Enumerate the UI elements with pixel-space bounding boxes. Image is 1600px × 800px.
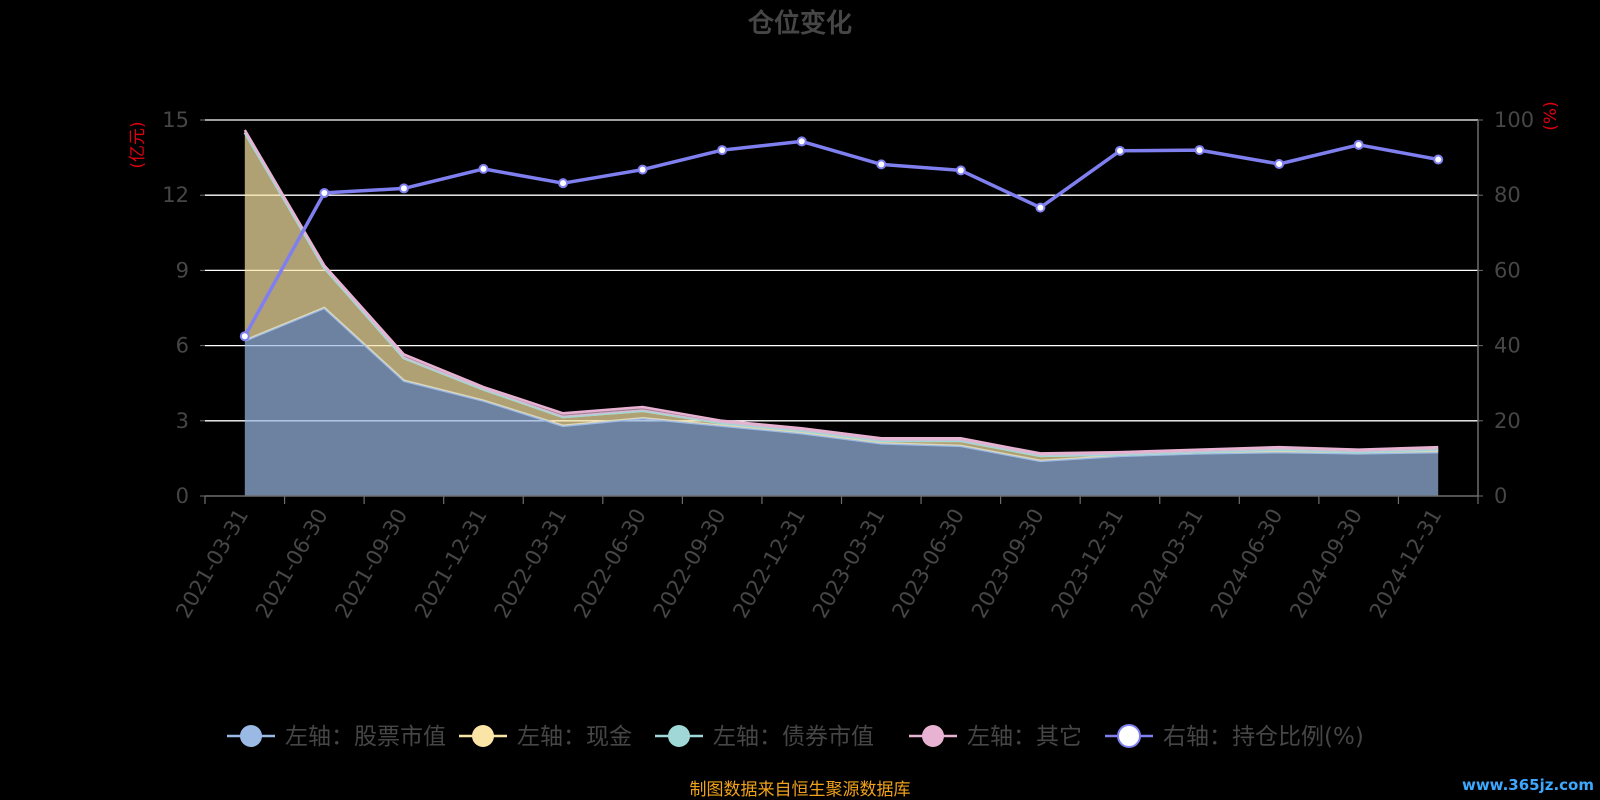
x-tick-label: 2024-06-30 — [1206, 505, 1288, 623]
left-tick-label: 0 — [176, 484, 189, 508]
x-tick-label: 2022-09-30 — [649, 505, 731, 623]
x-tick-label: 2023-06-30 — [887, 505, 969, 623]
ratio-point — [398, 183, 409, 194]
x-tick-label: 2024-03-31 — [1126, 505, 1208, 623]
right-tick-label: 60 — [1494, 258, 1521, 282]
right-tick-label: 80 — [1494, 183, 1521, 207]
legend-label: 左轴：股票市值 — [285, 724, 446, 750]
ratio-point — [319, 187, 330, 198]
x-tick-label: 2021-06-30 — [251, 505, 333, 623]
ratio-point — [955, 165, 966, 176]
x-tick-label: 2022-03-31 — [490, 505, 572, 623]
x-tick-label: 2023-12-31 — [1046, 505, 1128, 623]
ratio-point — [876, 159, 887, 170]
watermark: www.365jz.com — [1462, 776, 1594, 794]
area-左轴：股票市值 — [244, 308, 1439, 496]
left-tick-label: 3 — [176, 409, 189, 433]
x-tick-label: 2024-09-30 — [1285, 505, 1367, 623]
x-tick-label: 2022-12-31 — [728, 505, 810, 623]
ratio-point — [1114, 145, 1125, 156]
legend-marker — [1117, 724, 1141, 748]
legend-item: 左轴：债券市值 — [655, 724, 874, 750]
ratio-point — [637, 164, 648, 175]
legend-label: 右轴：持仓比例(%) — [1163, 724, 1364, 750]
ratio-point — [239, 331, 250, 342]
x-tick-label: 2022-06-30 — [569, 505, 651, 623]
ratio-point — [796, 136, 807, 147]
x-tick-label: 2021-03-31 — [171, 505, 253, 623]
legend-item: 左轴：现金 — [459, 724, 632, 750]
legend-marker — [240, 725, 262, 747]
grid-lines — [205, 119, 1478, 422]
left-tick-label: 12 — [162, 183, 189, 207]
legend-label: 左轴：债券市值 — [713, 724, 874, 750]
legend-marker — [472, 725, 494, 747]
right-axis-unit: (%) — [1541, 101, 1561, 130]
legend-label: 左轴：现金 — [517, 724, 632, 750]
right-tick-label: 40 — [1494, 334, 1521, 358]
x-tick-label: 2021-12-31 — [410, 505, 492, 623]
area-edge-左轴：其它 — [243, 129, 1439, 455]
right-tick-label: 0 — [1494, 484, 1507, 508]
left-axis-unit: (亿元) — [128, 121, 148, 168]
ratio-point — [717, 145, 728, 156]
x-tick-label: 2021-09-30 — [330, 505, 412, 623]
ratio-point — [1433, 154, 1444, 165]
left-tick-label: 6 — [176, 334, 189, 358]
ratio-point — [478, 163, 489, 174]
ratio-point — [1353, 139, 1364, 150]
legend-label: 左轴：其它 — [967, 724, 1082, 750]
ratio-point — [1274, 158, 1285, 169]
ratio-point — [1035, 202, 1046, 213]
legend: 左轴：股票市值 左轴：现金 左轴：债券市值 左轴：其它 右轴：持仓比例(%) — [227, 724, 1364, 750]
ratio-point — [1194, 145, 1205, 156]
legend-marker — [922, 725, 944, 747]
x-tick-label: 2023-09-30 — [967, 505, 1049, 623]
right-tick-label: 20 — [1494, 409, 1521, 433]
legend-item: 左轴：股票市值 — [227, 724, 446, 750]
area-series — [243, 129, 1439, 496]
left-tick-label: 9 — [176, 258, 189, 282]
ratio-line-series — [239, 136, 1444, 342]
chart-title: 仓位变化 — [747, 8, 852, 39]
legend-item: 左轴：其它 — [909, 724, 1082, 750]
x-tick-label: 2023-03-31 — [808, 505, 890, 623]
ratio-point — [558, 178, 569, 189]
legend-marker — [668, 725, 690, 747]
right-tick-label: 100 — [1494, 108, 1534, 132]
left-tick-label: 15 — [162, 108, 189, 132]
legend-item: 右轴：持仓比例(%) — [1105, 724, 1364, 750]
line-右轴：持仓比例(%) — [243, 139, 1439, 338]
source-note: 制图数据来自恒生聚源数据库 — [690, 780, 911, 800]
x-tick-label: 2024-12-31 — [1365, 505, 1447, 623]
